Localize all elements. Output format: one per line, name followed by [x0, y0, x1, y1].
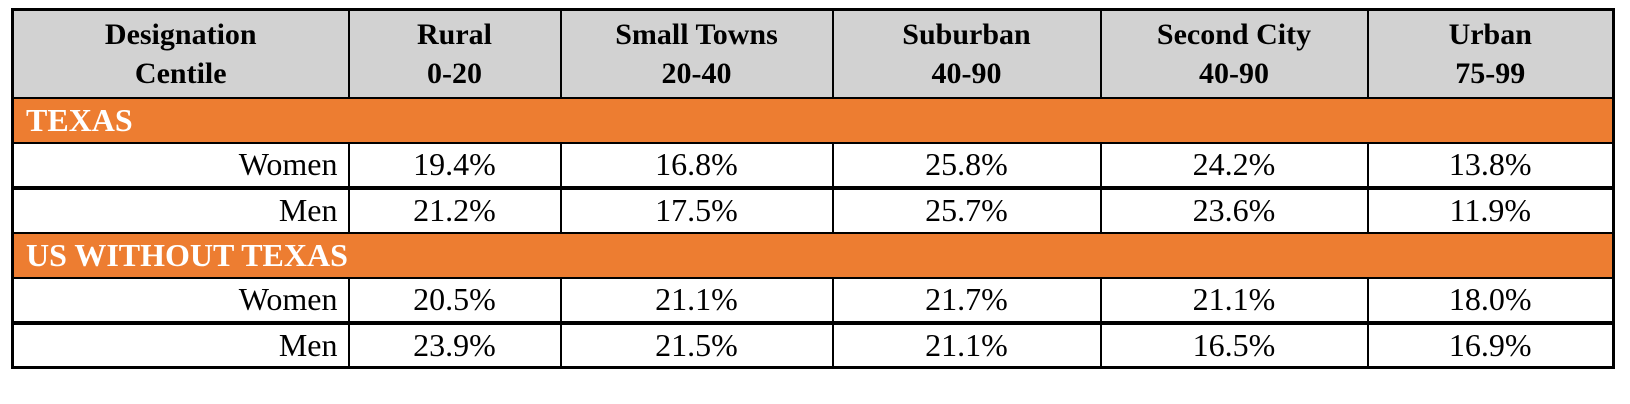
table-row-texas-women: Women 19.4% 16.8% 25.8% 24.2% 13.8% [11, 141, 1615, 189]
row-label: Men [11, 320, 350, 369]
data-cell: 16.9% [1366, 320, 1615, 369]
data-cell: 21.1% [1099, 276, 1369, 324]
data-cell: 16.5% [1099, 320, 1369, 369]
designation-centile-table: Designation Centile Rural 0-20 Small Tow… [11, 8, 1615, 369]
header-line1: Suburban [902, 17, 1031, 51]
data-cell: 24.2% [1099, 141, 1369, 189]
table-row-texas-men: Men 21.2% 17.5% 25.7% 23.6% 11.9% [11, 185, 1615, 234]
data-cell: 18.0% [1366, 276, 1615, 324]
data-cell: 16.8% [559, 141, 834, 189]
data-cell: 21.7% [831, 276, 1102, 324]
column-header-suburban: Suburban 40-90 [831, 8, 1102, 99]
section-title: US WITHOUT TEXAS [11, 231, 1615, 279]
data-cell: 20.5% [347, 276, 562, 324]
header-line1: Urban [1448, 17, 1532, 51]
row-label: Women [11, 141, 350, 189]
row-label: Men [11, 185, 350, 234]
header-line2: Centile [134, 56, 227, 90]
data-cell: 23.9% [347, 320, 562, 369]
header-line2: 75-99 [1455, 56, 1526, 90]
data-cell: 25.7% [831, 185, 1102, 234]
row-label: Women [11, 276, 350, 324]
column-header-urban: Urban 75-99 [1366, 8, 1615, 99]
data-cell: 23.6% [1099, 185, 1369, 234]
table-row-us-men: Men 23.9% 21.5% 21.1% 16.5% 16.9% [11, 320, 1615, 369]
header-line1: Small Towns [615, 17, 778, 51]
data-cell: 25.8% [831, 141, 1102, 189]
header-line2: 40-90 [931, 56, 1002, 90]
column-header-second-city: Second City 40-90 [1099, 8, 1369, 99]
header-line2: 0-20 [427, 56, 482, 90]
header-line2: 20-40 [661, 56, 732, 90]
header-line1: Designation [104, 17, 257, 51]
column-header-rural: Rural 0-20 [347, 8, 562, 99]
data-cell: 21.1% [559, 276, 834, 324]
data-cell: 13.8% [1366, 141, 1615, 189]
column-header-small-towns: Small Towns 20-40 [559, 8, 834, 99]
header-line2: 40-90 [1199, 56, 1269, 90]
header-line1: Second City [1156, 17, 1312, 51]
data-cell: 21.1% [831, 320, 1102, 369]
table-row-us-women: Women 20.5% 21.1% 21.7% 21.1% 18.0% [11, 276, 1615, 324]
section-title: TEXAS [11, 96, 1615, 144]
data-cell: 19.4% [347, 141, 562, 189]
section-header-us-without-texas: US WITHOUT TEXAS [11, 231, 1615, 279]
column-header-designation-centile: Designation Centile [11, 8, 350, 99]
data-cell: 17.5% [559, 185, 834, 234]
header-line1: Rural [417, 17, 492, 51]
data-cell: 21.2% [347, 185, 562, 234]
section-header-texas: TEXAS [11, 96, 1615, 144]
header-row: Designation Centile Rural 0-20 Small Tow… [11, 8, 1615, 99]
data-cell: 21.5% [559, 320, 834, 369]
data-cell: 11.9% [1366, 185, 1615, 234]
